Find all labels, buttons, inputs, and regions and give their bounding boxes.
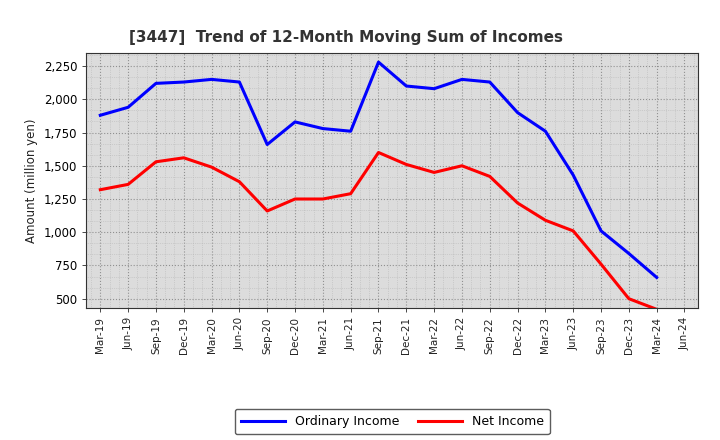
Ordinary Income <box>374 59 383 65</box>
Net Income <box>597 261 606 267</box>
Net Income <box>541 218 550 223</box>
Net Income <box>652 307 661 312</box>
Net Income <box>374 150 383 155</box>
Net Income <box>235 179 243 184</box>
Ordinary Income <box>179 79 188 84</box>
Ordinary Income <box>624 251 633 256</box>
Y-axis label: Amount (million yen): Amount (million yen) <box>25 118 38 242</box>
Ordinary Income <box>485 79 494 84</box>
Ordinary Income <box>652 275 661 280</box>
Net Income <box>96 187 104 192</box>
Net Income <box>513 200 522 205</box>
Ordinary Income <box>291 119 300 125</box>
Line: Ordinary Income: Ordinary Income <box>100 62 657 278</box>
Net Income <box>346 191 355 196</box>
Ordinary Income <box>124 105 132 110</box>
Line: Net Income: Net Income <box>100 153 657 309</box>
Ordinary Income <box>569 172 577 178</box>
Ordinary Income <box>235 79 243 84</box>
Net Income <box>430 170 438 175</box>
Ordinary Income <box>96 113 104 118</box>
Net Income <box>179 155 188 161</box>
Ordinary Income <box>207 77 216 82</box>
Ordinary Income <box>402 84 410 89</box>
Text: [3447]  Trend of 12-Month Moving Sum of Incomes: [3447] Trend of 12-Month Moving Sum of I… <box>130 29 563 45</box>
Ordinary Income <box>318 126 327 131</box>
Net Income <box>402 162 410 167</box>
Net Income <box>263 208 271 213</box>
Net Income <box>124 182 132 187</box>
Net Income <box>207 165 216 170</box>
Net Income <box>485 174 494 179</box>
Ordinary Income <box>513 110 522 115</box>
Ordinary Income <box>152 81 161 86</box>
Net Income <box>569 228 577 234</box>
Ordinary Income <box>346 128 355 134</box>
Ordinary Income <box>597 228 606 234</box>
Net Income <box>458 163 467 169</box>
Ordinary Income <box>263 142 271 147</box>
Net Income <box>291 196 300 202</box>
Net Income <box>318 196 327 202</box>
Legend: Ordinary Income, Net Income: Ordinary Income, Net Income <box>235 409 550 434</box>
Net Income <box>624 296 633 301</box>
Ordinary Income <box>458 77 467 82</box>
Net Income <box>152 159 161 165</box>
Ordinary Income <box>430 86 438 92</box>
Ordinary Income <box>541 128 550 134</box>
